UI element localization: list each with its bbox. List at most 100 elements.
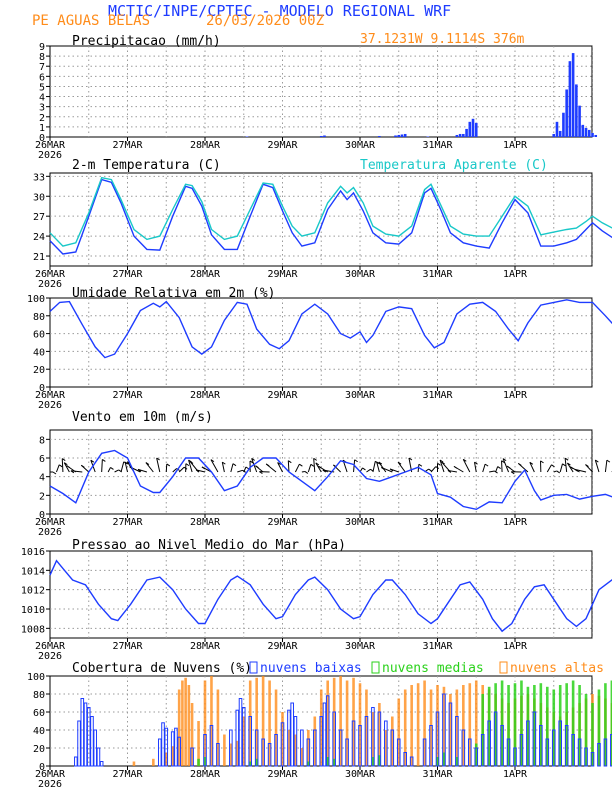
header-coordinates: 37.1231W 9.1114S 376m: [360, 32, 525, 47]
wind-barb-flag: [529, 461, 534, 465]
wind-barb: [188, 459, 193, 473]
wind-barb-flag: [381, 467, 385, 470]
precip-bar: [394, 135, 397, 137]
cloud-bar-mid: [526, 686, 530, 766]
cloud-bar-low: [229, 729, 233, 767]
wind-barb-flag: [408, 457, 413, 461]
wind-barb: [546, 464, 552, 473]
wind-barb-flag: [518, 462, 522, 466]
wind-barb-flag: [318, 465, 322, 469]
cloud-bar-high: [261, 676, 265, 766]
series-line: [49, 299, 612, 359]
wind-barb: [482, 463, 486, 473]
y-tick-label: 80: [33, 690, 45, 701]
wind-barb: [313, 458, 316, 473]
cloud-bar-high: [152, 758, 155, 766]
cloud-bar-mid: [248, 761, 252, 766]
precip-bar: [323, 135, 326, 137]
y-tick-label: 60: [33, 708, 45, 719]
cloud-bar-high: [429, 689, 433, 766]
cloud-bar-high: [268, 680, 271, 766]
wind-barb-flag: [585, 464, 589, 467]
y-tick-label: 0: [39, 510, 45, 521]
precip-bar: [552, 133, 556, 137]
cloud-bar-mid: [487, 686, 491, 766]
cloud-bar-low: [577, 738, 582, 767]
cloud-bar-low: [280, 722, 285, 767]
wind-barb-flag: [606, 459, 611, 463]
wind-barb-flag: [265, 463, 270, 467]
cloud-bar-mid: [436, 757, 439, 766]
wind-barb: [566, 462, 574, 473]
y-tick-label: 0: [39, 762, 45, 773]
cloud-bar-mid: [520, 680, 523, 766]
x-tick-label: 28MAR: [190, 390, 221, 401]
cloud-bar-low: [216, 743, 220, 767]
cloud-bar-low: [603, 738, 608, 767]
cloud-bar-high: [410, 685, 413, 766]
cloud-bar-mid: [332, 758, 336, 766]
cloud-bar-high: [371, 712, 375, 766]
wind-barb-flag: [299, 463, 303, 467]
cloud-bar-high: [390, 716, 394, 766]
precip-bar: [462, 133, 465, 137]
x-year-label: 2026: [38, 279, 62, 290]
wind-barb-flag: [232, 463, 237, 467]
wind-barb-flag: [166, 463, 171, 467]
cloud-bar-mid: [455, 757, 459, 766]
cloud-bar-low: [539, 725, 543, 767]
wind-barb: [61, 458, 64, 473]
wind-barb-flag: [189, 461, 194, 464]
x-tick-label: 1APR: [503, 517, 528, 528]
cloud-bar-high: [313, 716, 317, 766]
x-tick-label: 29MAR: [267, 641, 298, 652]
cloud-bar-low: [164, 727, 169, 767]
wind-barb-flag: [562, 463, 566, 467]
wind-barb-flag: [397, 461, 402, 465]
wind-barb-flag: [437, 462, 441, 466]
x-tick-label: 29MAR: [267, 269, 298, 280]
legend-swatch: [371, 661, 380, 674]
wind-barb: [501, 460, 503, 473]
cloud-bar-high: [403, 689, 407, 766]
wind-barb: [63, 462, 70, 473]
cloud-bar-high: [190, 703, 194, 766]
x-tick-label: 28MAR: [190, 769, 221, 780]
x-tick-label: 30MAR: [345, 641, 376, 652]
precip-bar: [575, 84, 578, 137]
cloud-bar-mid: [255, 758, 258, 766]
cloud-bar-low: [96, 747, 101, 767]
y-tick-label: 24: [33, 232, 45, 243]
precip-bar: [584, 127, 588, 137]
cloud-bar-low: [99, 761, 104, 767]
cloud-bar-low: [267, 743, 272, 767]
x-tick-label: 31MAR: [422, 390, 453, 401]
x-tick-label: 31MAR: [422, 769, 453, 780]
cloud-bar-mid: [539, 683, 543, 766]
cloud-bar-low: [584, 747, 588, 767]
cloud-bar-high: [449, 694, 452, 766]
wind-barb: [366, 468, 371, 473]
cloud-bar-high: [307, 730, 310, 766]
wind-barb-flag: [288, 460, 292, 464]
cloud-bar-low: [506, 738, 511, 767]
wind-barb: [529, 462, 535, 473]
y-tick-label: 4: [39, 93, 45, 104]
cloud-bar-high: [319, 689, 323, 766]
wind-barb-flag: [304, 471, 309, 474]
x-tick-label: 1APR: [503, 641, 528, 652]
x-tick-label: 30MAR: [345, 390, 376, 401]
wind-barb: [372, 461, 376, 473]
cloud-bar-mid: [442, 752, 446, 766]
precip-bar: [555, 121, 559, 137]
wind-barb: [120, 461, 125, 473]
cloud-bar-mid: [307, 761, 310, 766]
cloud-bar-low: [157, 738, 162, 767]
precip-bar: [426, 136, 430, 137]
cloud-bar-low: [448, 702, 453, 767]
cloud-bar-low: [590, 752, 595, 767]
cloud-bar-high: [345, 680, 349, 766]
cloud-bar-low: [564, 725, 569, 767]
cloud-bar-low: [203, 734, 207, 767]
wind-barb-flag: [249, 460, 254, 464]
